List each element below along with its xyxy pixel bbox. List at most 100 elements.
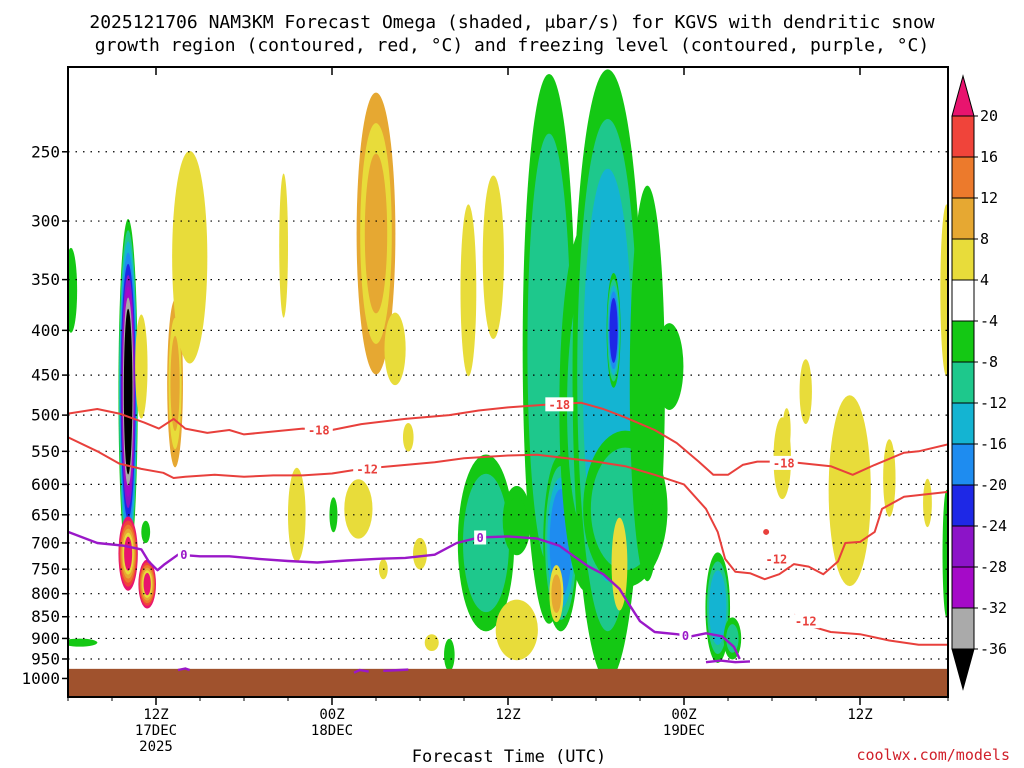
colorbar-label: 16 [980,148,998,166]
omega-level-21 [143,572,151,596]
omega-level--7 [68,261,76,319]
contour-label: -18 [548,398,570,412]
omega-level-5 [387,324,403,374]
omega-cell [923,478,932,528]
omega-level--6 [142,524,149,540]
omega-cell [68,638,98,647]
plot-area: -18 -18 -18 -12 -12 -12 0 0 0 [68,67,948,697]
colorbar-label: -8 [980,353,998,371]
contour-label: 0 [682,629,689,643]
contour-label-bg [545,397,574,412]
contour-label: -12 [356,462,378,476]
colorbar-bin [951,238,975,281]
y-tick-label-950: 950 [31,649,60,668]
omega-cell [384,312,406,386]
omega-level--7 [506,497,527,544]
omega-cell [413,537,427,570]
omega-level--40 [125,320,132,464]
omega-level-5 [404,427,412,447]
contour-label: 0 [477,531,484,545]
contour-label: 0 [180,548,187,562]
contour-label: -12 [795,615,817,629]
omega-cell [444,638,455,672]
omega-level--6 [659,337,680,396]
y-tick-label-550: 550 [31,442,60,461]
x-tick-label: 18DEC [311,723,353,739]
y-tick-label-900: 900 [31,629,60,648]
contour-label-bg [769,455,798,470]
omega-cell [141,520,151,544]
colorbar-label: 12 [980,189,998,207]
omega-level-6 [613,532,626,596]
omega-level-5 [924,486,931,520]
omega-level--6 [330,502,337,527]
colorbar-label: 20 [980,107,998,125]
y-tick-label-850: 850 [31,607,60,626]
omega-level-6 [834,426,865,556]
x-tick-label: 12Z [847,707,872,723]
omega-level-6 [942,232,948,349]
contour-label: -18 [773,456,795,470]
dgz-contour--12b: -12 [791,613,948,646]
freezing-contour-0: 0 0 0 [68,530,741,660]
colorbar-bin [951,607,975,650]
contour-line [705,659,751,664]
omega-level-9 [364,153,388,314]
x-axis-title: Forecast Time (UTC) [412,747,606,767]
omega-cell [629,185,665,582]
omega-cell [502,485,531,556]
colorbar-label: -16 [980,435,1007,453]
omega-level-5 [348,488,369,530]
colorbar-label: -20 [980,476,1007,494]
colorbar-bottom-arrow [951,648,975,691]
colorbar-bin [951,197,975,240]
omega-level-5 [415,542,425,565]
omega-cell [172,150,208,364]
dgz-contour--12c [763,528,770,535]
colorbar-bin [951,320,975,363]
x-tick-label: 00Z [319,707,344,723]
omega-cell [460,204,477,377]
omega-cell [402,422,414,452]
omega-level-6 [501,609,532,651]
contour-label: -12 [766,552,788,566]
contour-label-bg [791,614,820,629]
contour-line [177,667,191,672]
y-tick-label-650: 650 [31,505,60,524]
colorbar-bin [951,525,975,568]
omega-cell [135,314,148,419]
y-tick-label-500: 500 [31,406,60,425]
omega-level--22 [610,304,617,357]
colorbar-bin [951,566,975,609]
omega-cell [799,359,812,425]
contour-label-bg [762,551,791,566]
contour-lines: -18 -18 -18 -12 -12 -12 0 0 0 [68,397,948,674]
contour-label: -18 [308,424,330,438]
x-tick-label: 12Z [495,707,520,723]
omega-cell [68,247,78,333]
omega-cell [828,395,871,587]
ground-below-surface [68,668,948,697]
omega-cell [329,497,338,533]
omega-level-6 [290,483,303,547]
omega-level-5 [783,415,790,445]
omega-level-6 [177,185,203,330]
colorbar-bin [951,484,975,527]
freezing-contour-0d [705,659,751,664]
omega-level-6 [462,232,474,349]
colorbar-bin [951,156,975,199]
omega-level--18 [552,500,569,586]
omega-cell [883,439,896,517]
x-tick-label: 19DEC [663,723,705,739]
y-tick-label-300: 300 [31,212,60,231]
omega-level-6 [136,331,146,402]
omega-cell [655,323,684,410]
omega-level--6 [68,639,93,646]
y-tick-label-700: 700 [31,533,60,552]
omega-level--6 [445,644,454,666]
y-tick-label-600: 600 [31,475,60,494]
contour-label-bg [679,628,692,643]
omega-cell [942,489,948,618]
y-axis: 250 300 350 400 450 500 550 600 650 700 750 800 850 9… [21,142,68,688]
